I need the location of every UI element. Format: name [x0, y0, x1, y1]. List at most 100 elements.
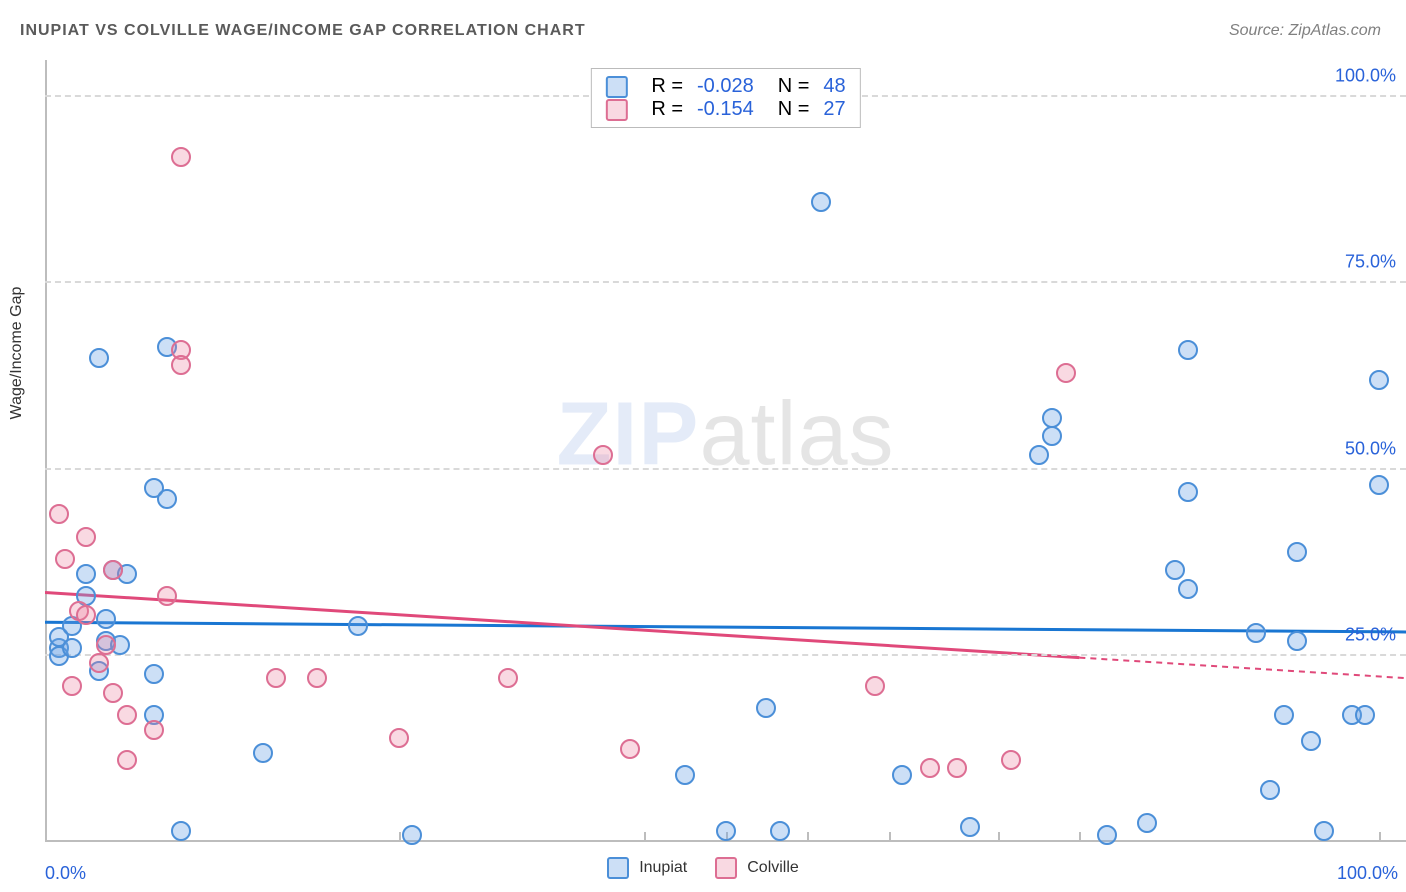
data-point	[76, 605, 96, 625]
data-point	[1287, 542, 1307, 562]
data-point	[402, 825, 422, 845]
data-point	[1137, 813, 1157, 833]
legend-n-value: 27	[823, 98, 845, 121]
x-tick	[399, 832, 401, 842]
plot-area: ZIPatlas R = -0.028 N = 48 R = -0.154 N = 2…	[45, 60, 1406, 842]
gridline	[45, 281, 1406, 283]
data-point	[1178, 482, 1198, 502]
legend-r-label: R =	[651, 98, 683, 121]
data-point	[1097, 825, 1117, 845]
data-point	[117, 750, 137, 770]
data-point	[865, 676, 885, 696]
data-point	[144, 720, 164, 740]
data-point	[55, 549, 75, 569]
data-point	[389, 728, 409, 748]
data-point	[171, 147, 191, 167]
trend-line	[45, 593, 1079, 658]
data-point	[1355, 705, 1375, 725]
data-point	[620, 739, 640, 759]
data-point	[76, 527, 96, 547]
y-axis-line	[45, 60, 47, 842]
legend-r-label: R =	[651, 75, 683, 98]
x-tick	[807, 832, 809, 842]
data-point	[892, 765, 912, 785]
x-tick	[1379, 832, 1381, 842]
series-legend-item: Colville	[715, 857, 799, 879]
data-point	[103, 560, 123, 580]
data-point	[96, 609, 116, 629]
legend-r-value: -0.154	[697, 98, 754, 121]
data-point	[1165, 560, 1185, 580]
data-point	[171, 355, 191, 375]
data-point	[756, 698, 776, 718]
data-point	[171, 821, 191, 841]
legend-swatch	[605, 76, 627, 98]
data-point	[157, 586, 177, 606]
data-point	[920, 758, 940, 778]
legend-swatch	[715, 857, 737, 879]
legend-n-label: N =	[778, 98, 810, 121]
data-point	[253, 743, 273, 763]
data-point	[89, 348, 109, 368]
x-tick	[998, 832, 1000, 842]
y-tick-label: 100.0%	[1335, 66, 1396, 87]
data-point	[266, 668, 286, 688]
data-point	[307, 668, 327, 688]
legend-swatch	[605, 99, 627, 121]
legend-r-value: -0.028	[697, 75, 754, 98]
data-point	[96, 635, 116, 655]
x-tick	[644, 832, 646, 842]
data-point	[144, 664, 164, 684]
data-point	[811, 192, 831, 212]
trend-line-extrapolated	[1079, 658, 1406, 679]
series-legend: Inupiat Colville	[0, 857, 1406, 884]
gridline	[45, 654, 1406, 656]
data-point	[498, 668, 518, 688]
data-point	[1369, 475, 1389, 495]
data-point	[348, 616, 368, 636]
data-point	[593, 445, 613, 465]
data-point	[770, 821, 790, 841]
trendlines-layer	[45, 60, 1406, 842]
legend-n-label: N =	[778, 75, 810, 98]
watermark: ZIPatlas	[556, 384, 894, 487]
data-point	[1001, 750, 1021, 770]
data-point	[49, 504, 69, 524]
data-point	[62, 676, 82, 696]
series-legend-label: Colville	[747, 859, 799, 877]
trend-line	[45, 622, 1406, 632]
x-tick	[1079, 832, 1081, 842]
legend-n-value: 48	[823, 75, 845, 98]
data-point	[1314, 821, 1334, 841]
correlation-legend-row: R = -0.154 N = 27	[605, 98, 845, 121]
data-point	[947, 758, 967, 778]
data-point	[960, 817, 980, 837]
correlation-legend: R = -0.028 N = 48 R = -0.154 N = 27	[590, 68, 860, 128]
data-point	[1301, 731, 1321, 751]
series-legend-item: Inupiat	[607, 857, 687, 879]
y-axis-label: Wage/Income Gap	[8, 287, 26, 420]
data-point	[1274, 705, 1294, 725]
data-point	[1056, 363, 1076, 383]
x-tick	[889, 832, 891, 842]
data-point	[1042, 426, 1062, 446]
data-point	[62, 638, 82, 658]
data-point	[103, 683, 123, 703]
data-point	[1029, 445, 1049, 465]
y-tick-label: 50.0%	[1345, 438, 1396, 459]
data-point	[1287, 631, 1307, 651]
data-point	[1369, 370, 1389, 390]
legend-swatch	[607, 857, 629, 879]
chart-container: INUPIAT VS COLVILLE WAGE/INCOME GAP CORR…	[0, 0, 1406, 892]
data-point	[1178, 579, 1198, 599]
source-label: Source: ZipAtlas.com	[1229, 22, 1381, 40]
chart-title: INUPIAT VS COLVILLE WAGE/INCOME GAP CORR…	[20, 22, 586, 40]
series-legend-label: Inupiat	[639, 859, 687, 877]
data-point	[1260, 780, 1280, 800]
gridline	[45, 468, 1406, 470]
data-point	[117, 705, 137, 725]
correlation-legend-row: R = -0.028 N = 48	[605, 75, 845, 98]
y-tick-label: 25.0%	[1345, 624, 1396, 645]
data-point	[76, 564, 96, 584]
y-tick-label: 75.0%	[1345, 252, 1396, 273]
